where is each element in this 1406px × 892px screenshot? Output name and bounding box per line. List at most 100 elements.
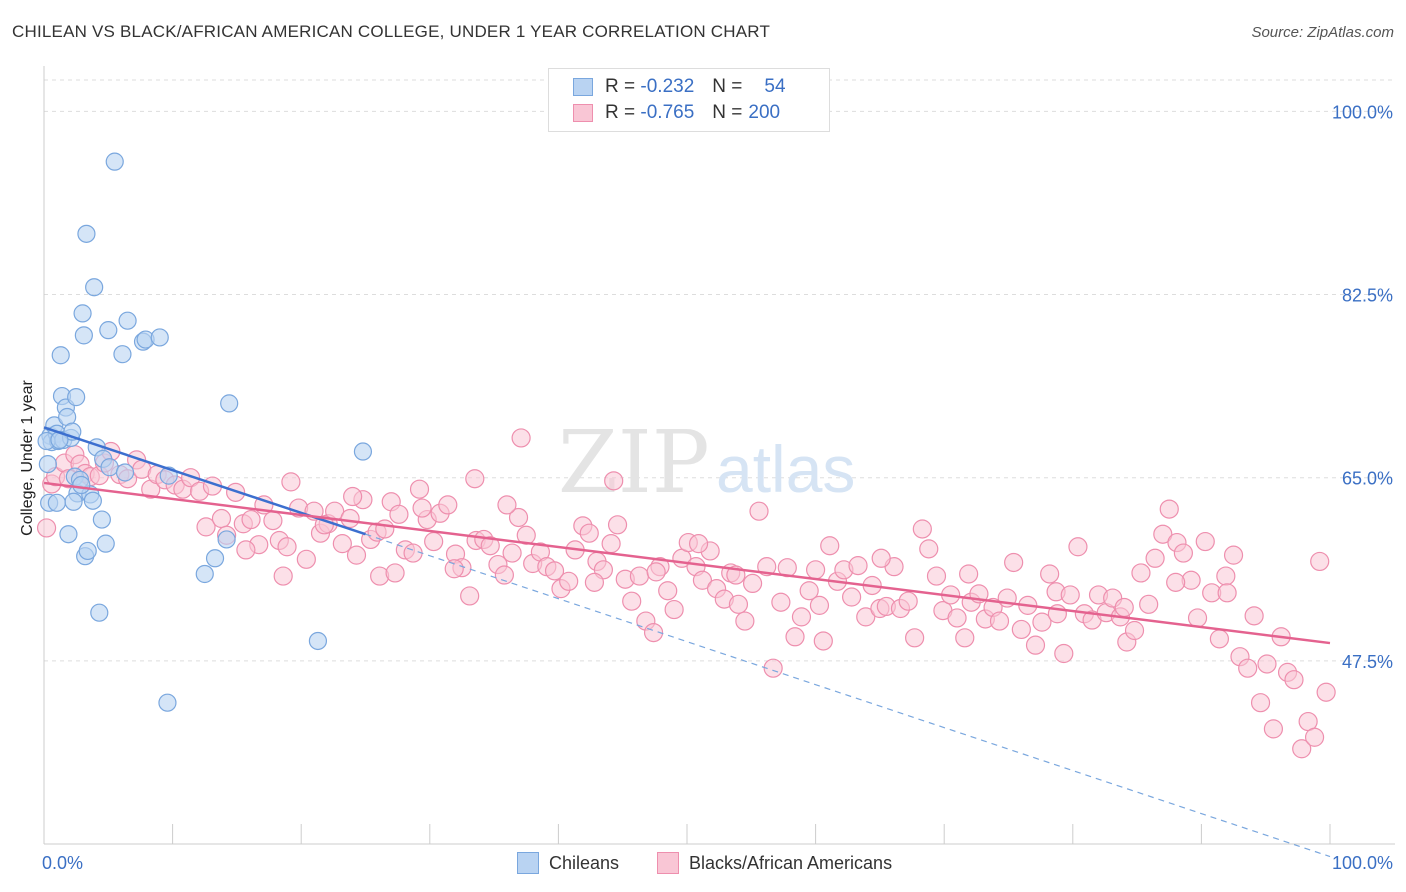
chileans-points: [37, 152, 373, 712]
legend-row-blacks: R = -0.765 N = 200: [573, 101, 780, 125]
chileans-point: [47, 493, 66, 512]
blacks-point: [1159, 499, 1179, 519]
blacks-point: [947, 608, 967, 628]
blacks-point: [1004, 552, 1024, 573]
chileans-point: [118, 311, 137, 330]
x-tick-label: 100.0%: [1332, 853, 1393, 873]
blacks-point: [511, 428, 531, 448]
chileans-point: [308, 631, 328, 651]
chileans-point: [99, 321, 118, 340]
blacks-point: [604, 471, 624, 491]
blacks-point: [1263, 719, 1284, 739]
blacks-point: [497, 495, 517, 515]
blacks-point: [375, 519, 395, 539]
blacks-point: [805, 560, 826, 580]
blacks-point: [1187, 608, 1208, 628]
watermark-zip: ZIP: [558, 413, 710, 513]
blacks-point: [856, 607, 876, 627]
blacks-point: [813, 631, 833, 651]
chileans-point: [51, 346, 70, 365]
blacks-point: [281, 472, 301, 492]
chileans-point: [90, 603, 109, 622]
blacks-point: [646, 562, 666, 582]
blacks-point: [1032, 612, 1052, 632]
legend-swatch-pink: [573, 104, 593, 122]
chileans-point: [96, 534, 115, 553]
blacks-point: [1131, 563, 1151, 583]
blacks-point: [664, 599, 684, 620]
blacks-point: [1153, 524, 1173, 544]
blacks-point: [742, 573, 763, 594]
blacks-point: [412, 498, 432, 518]
y-tick-label: 82.5%: [1342, 286, 1393, 306]
watermark: ZIP atlas: [558, 413, 855, 513]
blacks-point: [1244, 606, 1264, 626]
blacks-point: [1054, 643, 1074, 664]
blacks-point: [622, 591, 642, 611]
chileans-point: [77, 224, 96, 243]
blacks-point: [460, 586, 480, 606]
bottom-legend-label-chileans: Chileans: [549, 852, 620, 873]
chileans-point: [83, 491, 102, 510]
bottom-legend-blacks: Blacks/African Americans: [657, 852, 892, 874]
blacks-point: [1114, 597, 1134, 618]
legend-n-label: N =: [712, 102, 743, 123]
blacks-point: [1040, 564, 1060, 584]
blacks-point: [1304, 727, 1325, 747]
blacks-point: [749, 501, 769, 521]
blacks-point: [241, 509, 261, 530]
blacks-point: [465, 469, 485, 489]
blacks-point: [494, 565, 514, 585]
blacks-point: [1068, 537, 1088, 557]
chileans-point: [220, 394, 239, 413]
blacks-point: [332, 534, 352, 554]
blacks-point: [409, 479, 430, 499]
blacks-point: [658, 581, 678, 601]
blacks-point: [926, 566, 947, 586]
blacks-point: [1284, 670, 1304, 690]
blacks-point: [1060, 585, 1080, 605]
blacks-point: [692, 570, 713, 590]
chileans-point: [78, 541, 97, 561]
blacks-point: [1145, 548, 1165, 568]
chileans-point: [74, 326, 93, 345]
blacks-point: [735, 611, 755, 631]
blacks-point: [559, 571, 579, 591]
legend-swatch-blue: [573, 78, 593, 96]
blacks-point: [516, 525, 536, 545]
legend-r-value-blacks: -0.765: [640, 102, 695, 123]
blacks-point: [263, 511, 283, 531]
blacks-point: [728, 594, 749, 614]
blacks-point: [601, 534, 621, 554]
blacks-point: [236, 540, 256, 560]
blacks-point: [785, 627, 805, 647]
blacks-point: [1025, 635, 1046, 655]
blacks-point: [1139, 594, 1159, 614]
blacks-point: [643, 622, 664, 643]
blacks-point: [1223, 545, 1244, 565]
blacks-point: [346, 545, 367, 565]
blacks-point: [809, 595, 830, 615]
blacks-point: [389, 504, 409, 524]
trend-lines: [43, 426, 1331, 858]
blacks-point: [1011, 619, 1031, 640]
bottom-swatch-blue: [517, 852, 539, 874]
bottom-swatch-pink: [657, 852, 679, 874]
blacks-point: [820, 536, 840, 556]
blacks-point: [403, 543, 423, 563]
source-label: Source: ZipAtlas.com: [1251, 24, 1394, 41]
y-tick-label: 65.0%: [1342, 469, 1393, 489]
blacks-point: [340, 508, 360, 529]
chileans-point: [100, 458, 119, 477]
watermark-atlas: atlas: [716, 432, 855, 506]
chileans-point: [113, 345, 132, 364]
blacks-point: [438, 495, 458, 515]
blacks-point: [771, 592, 791, 612]
blacks-point: [791, 607, 812, 627]
chileans-point: [150, 328, 169, 347]
blacks-point: [277, 537, 297, 557]
blacks-point: [955, 628, 975, 648]
chileans-point: [59, 525, 78, 544]
blacks-point: [508, 507, 529, 528]
blacks-point: [296, 549, 316, 569]
